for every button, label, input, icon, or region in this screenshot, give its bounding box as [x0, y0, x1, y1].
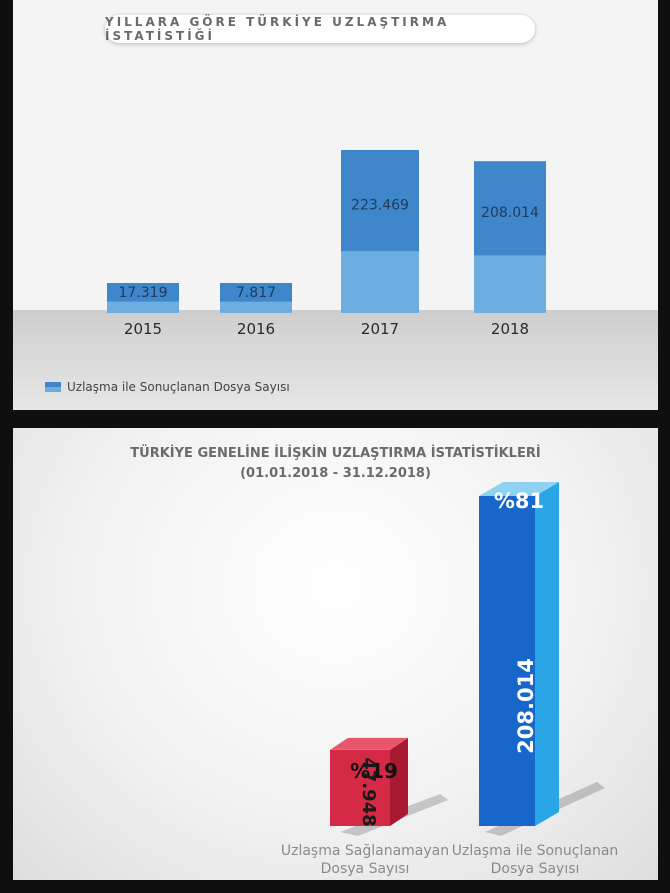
- percent-label-successful: %81: [494, 489, 544, 513]
- data-label-2015: 17.319: [119, 285, 168, 301]
- summary-chart-panel: TÜRKİYE GENELİNE İLİŞKİN UZLAŞTIRMA İSTA…: [13, 428, 658, 880]
- chart-floor: [13, 310, 658, 410]
- bar-top-2018: [474, 161, 546, 256]
- x-tick-2017: 2017: [361, 320, 399, 338]
- bar-top-2015: [107, 283, 179, 302]
- bar-side-unsuccessful: [390, 737, 408, 826]
- value-label-unsuccessful: 47.948: [358, 757, 379, 826]
- category-label-unsuccessful: Uzlaşma Sağlanamayan Dosya Sayısı: [280, 843, 450, 877]
- category-label-successful: Uzlaşma ile Sonuçlanan Dosya Sayısı: [451, 843, 619, 877]
- yearly-bar-chart: 17.319 2015 7.817 2016 223.469 2017 208.014 201…: [107, 150, 546, 338]
- value-label-successful: 208.014: [514, 658, 538, 754]
- legend-label: Uzlaşma ile Sonuçlanan Dosya Sayısı: [67, 380, 290, 394]
- yearly-chart-panel: YILLARA GÖRE TÜRKİYE UZLAŞTIRMA İSTATİST…: [13, 0, 658, 410]
- bar-front-unsuccessful: [330, 749, 390, 826]
- bar-side-successful: [535, 482, 559, 826]
- x-tick-2016: 2016: [237, 320, 275, 338]
- bar-top-2016: [220, 283, 292, 302]
- summary-chart-title: TÜRKİYE GENELİNE İLİŞKİN UZLAŞTIRMA İSTA…: [130, 446, 541, 461]
- x-tick-2018: 2018: [491, 320, 529, 338]
- legend: Uzlaşma ile Sonuçlanan Dosya Sayısı: [45, 380, 290, 394]
- legend-swatch: [45, 382, 61, 392]
- bar-top-successful: [479, 482, 559, 496]
- bar-front-successful: [479, 496, 535, 826]
- data-label-2016: 7.817: [236, 285, 276, 301]
- yearly-chart-title: YILLARA GÖRE TÜRKİYE UZLAŞTIRMA İSTATİST…: [105, 15, 535, 43]
- bar-top-2017: [341, 150, 419, 252]
- data-label-2018: 208.014: [481, 205, 539, 221]
- bar-top-unsuccessful: [330, 737, 408, 750]
- summary-chart-subtitle: (01.01.2018 - 31.12.2018): [240, 466, 431, 481]
- data-label-2017: 223.469: [351, 197, 409, 213]
- x-tick-2015: 2015: [124, 320, 162, 338]
- percent-label-unsuccessful: %19: [350, 759, 398, 783]
